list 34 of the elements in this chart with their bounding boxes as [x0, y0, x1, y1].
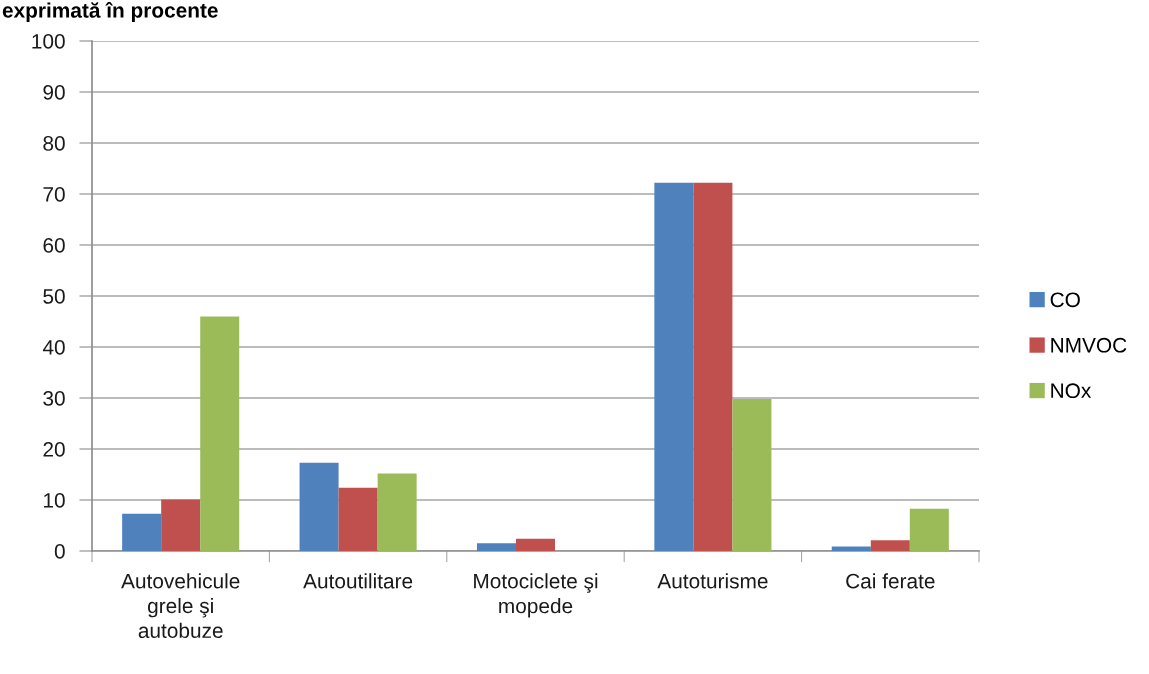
y-tick-label: 10	[44, 493, 65, 508]
bar	[200, 316, 240, 551]
y-tick-label: 0	[54, 544, 65, 559]
y-tick-label: 40	[42, 340, 65, 355]
y-tick-label: 60	[43, 238, 65, 253]
y-tick-label: 30	[43, 391, 65, 406]
y-tick-label: 90	[43, 85, 65, 100]
y-tick-label: 20	[43, 442, 65, 457]
y-tick-label: 70	[43, 187, 65, 202]
bar	[654, 182, 694, 551]
bar	[377, 473, 417, 551]
y-tick-label: 100	[32, 34, 65, 49]
bar	[161, 499, 201, 551]
bar	[693, 182, 733, 551]
bar	[476, 543, 516, 551]
x-tick-label: Autoutilitare	[303, 573, 413, 589]
x-tick-label: Motociclete şi mopede	[474, 573, 598, 618]
legend-label: NOx	[1051, 383, 1092, 399]
bar	[870, 540, 910, 551]
bar	[122, 513, 162, 551]
y-tick-label: 50	[43, 289, 65, 304]
x-tick-label: Autoturisme	[657, 573, 768, 589]
legend-label: NMVOC	[1051, 337, 1127, 353]
bar	[515, 538, 556, 551]
bar	[732, 399, 772, 551]
y-tick-label: 80	[43, 136, 65, 151]
bar	[299, 462, 339, 551]
legend-label: CO	[1050, 292, 1080, 308]
x-tick-label: Autovehicule grele şi autobuze	[121, 573, 240, 639]
x-tick-label: Cai ferate	[846, 573, 935, 589]
bar	[338, 487, 378, 551]
bar	[831, 546, 871, 551]
bar	[909, 508, 949, 551]
chart-title: exprimată în procente	[2, 2, 218, 22]
